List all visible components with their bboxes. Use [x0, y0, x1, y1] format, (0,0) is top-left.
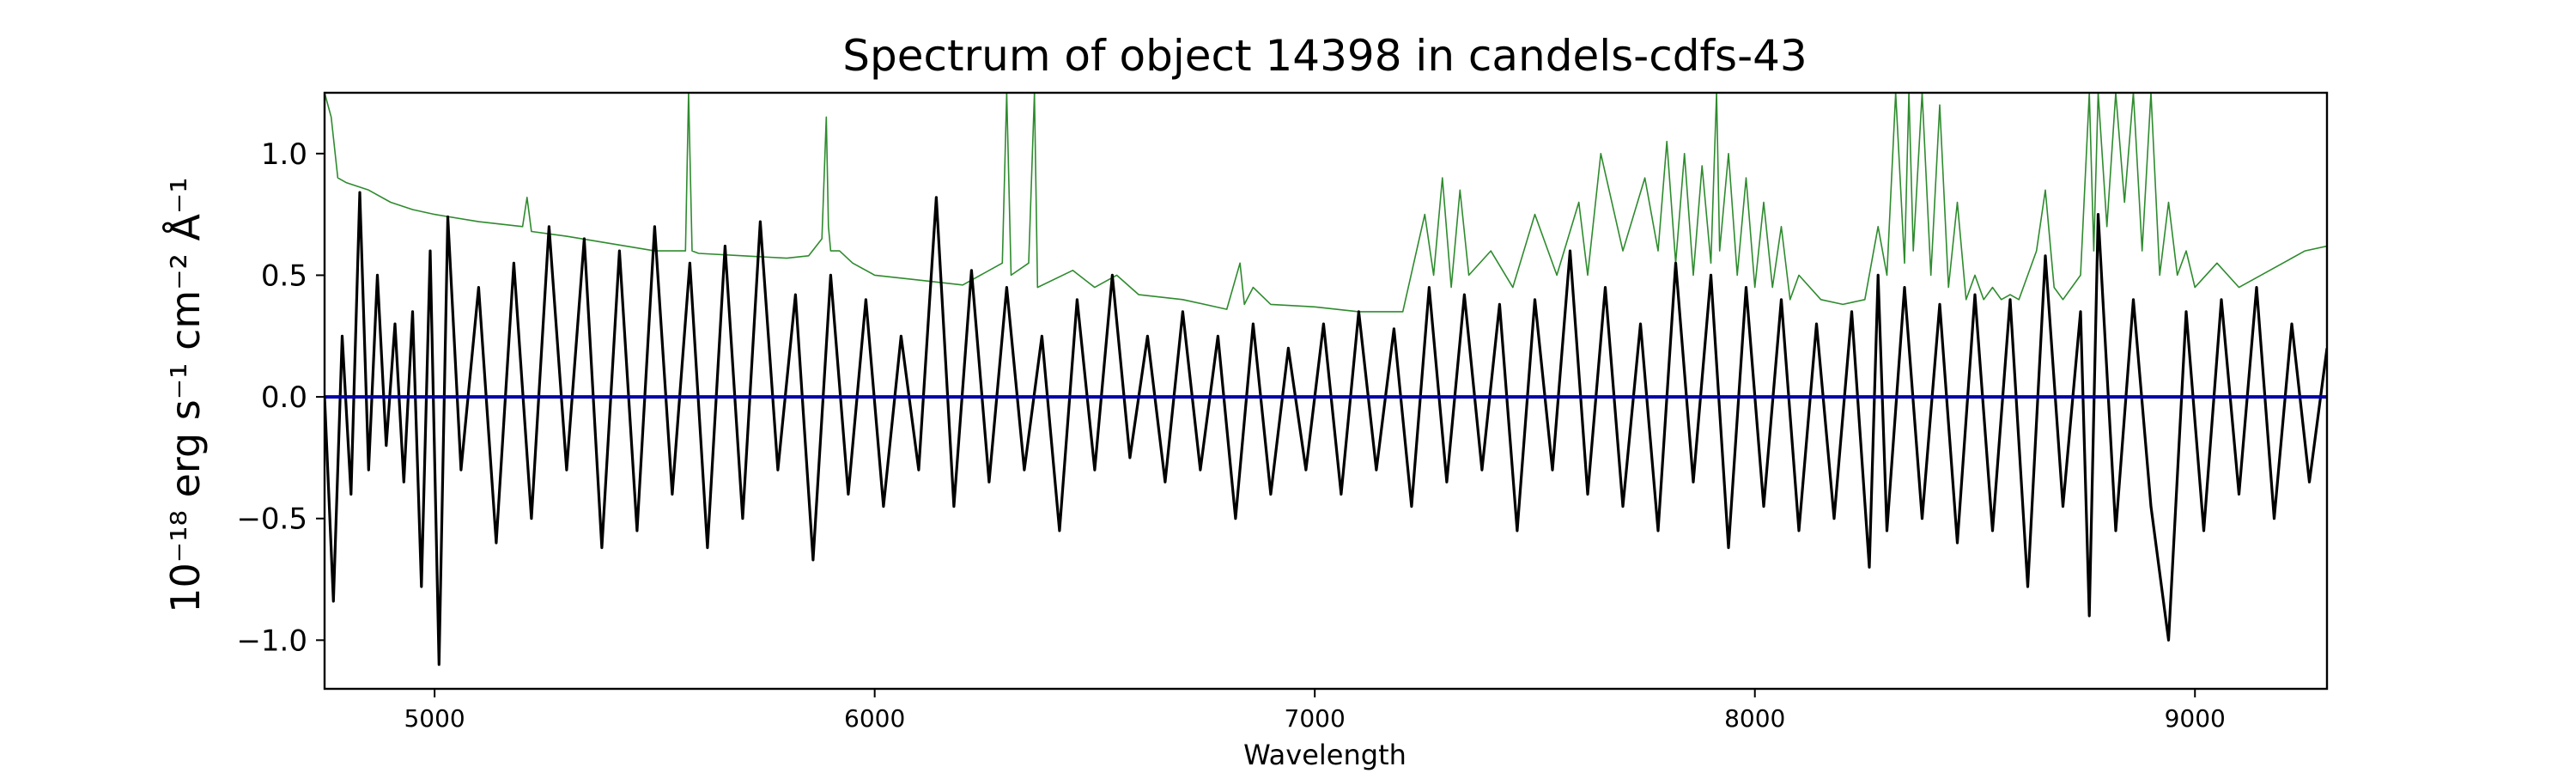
- x-tick-label: 9000: [2165, 704, 2226, 733]
- series-line-0: [325, 191, 2327, 666]
- plot-content: [325, 93, 2327, 666]
- series-line-1: [325, 93, 2327, 313]
- plot-frame: [323, 91, 2329, 691]
- x-tick-label: 8000: [1724, 704, 1785, 733]
- y-tick-label: 0.5: [261, 259, 307, 293]
- chart-title: Spectrum of object 14398 in candels-cdfs…: [842, 31, 1807, 81]
- y-axis-label-group: 10⁻¹⁸ erg s⁻¹ cm⁻² Å⁻¹: [162, 177, 209, 612]
- x-axis-label: Wavelength: [1243, 739, 1406, 771]
- y-axis-label: 10⁻¹⁸ erg s⁻¹ cm⁻² Å⁻¹: [162, 177, 209, 612]
- y-tick-label: 1.0: [261, 137, 307, 172]
- x-tick-label: 5000: [404, 704, 465, 733]
- y-tick-label: −0.5: [236, 502, 307, 537]
- axes: 5000 6000 7000 8000 9000 −1.0 −0.5 0.0 0.5 1.0: [236, 91, 2329, 733]
- y-tick-label: 0.0: [261, 380, 307, 415]
- x-tick-label: 6000: [844, 704, 905, 733]
- x-tick-label: 7000: [1285, 704, 1346, 733]
- y-tick-label: −1.0: [236, 624, 307, 658]
